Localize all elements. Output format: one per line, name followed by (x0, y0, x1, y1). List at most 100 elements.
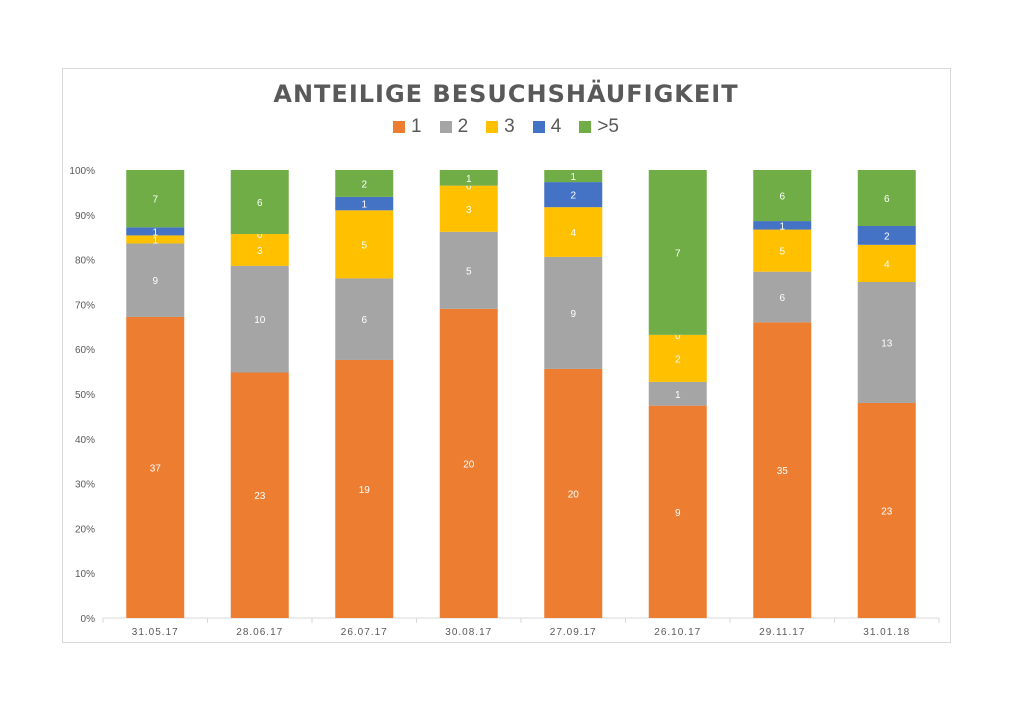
x-tick-label: 26.07.17 (341, 627, 388, 638)
bar-segment-3 (335, 210, 394, 279)
data-label: 35 (777, 466, 789, 477)
legend-swatch (393, 121, 405, 133)
data-label: 23 (254, 491, 266, 502)
data-label: 7 (152, 195, 158, 206)
bar-segment-4 (753, 221, 812, 230)
y-tick-label: 60% (75, 345, 95, 356)
data-label: 1 (675, 390, 681, 401)
bar-segment-5 (857, 170, 916, 226)
bar-segment-1 (230, 372, 289, 618)
data-label: 6 (779, 192, 785, 203)
data-label: 2 (361, 179, 367, 190)
y-tick-label: 50% (75, 390, 95, 401)
bar-segment-4 (126, 227, 185, 236)
y-tick-label: 40% (75, 435, 95, 446)
y-tick-label: 30% (75, 480, 95, 491)
legend-item-1: 1 (393, 116, 422, 138)
x-tick-label: 31.01.18 (863, 627, 910, 638)
bar-segment-2 (335, 278, 394, 360)
legend-swatch (439, 121, 452, 133)
bar-segment-1 (439, 308, 498, 618)
bar-segment-2 (857, 282, 916, 403)
bar-segment-1 (857, 402, 916, 618)
legend-label: >5 (597, 116, 619, 137)
data-label: 1 (361, 200, 367, 211)
x-tick-label: 28.06.17 (236, 627, 283, 638)
data-label: 4 (884, 259, 890, 270)
legend-swatch (579, 121, 592, 133)
bar-segment-3 (857, 244, 916, 282)
legend-label: 3 (504, 116, 515, 137)
data-label: 2 (675, 354, 681, 365)
data-label: 9 (152, 276, 158, 287)
legend-item-3: 3 (486, 116, 515, 138)
legend-label: 4 (550, 116, 562, 137)
data-label: 19 (359, 485, 371, 496)
x-tick-label: 29.11.17 (759, 627, 805, 638)
data-label: 20 (568, 489, 580, 500)
bar-segment-3 (230, 234, 289, 266)
data-label: 6 (257, 198, 263, 209)
data-label: 5 (779, 247, 785, 258)
data-label: 5 (466, 266, 472, 277)
bar-segment-4 (335, 196, 394, 211)
data-label: 1 (152, 235, 158, 246)
bar-segment-5 (335, 170, 394, 197)
bar-segment-1 (648, 405, 707, 618)
y-tick-label: 70% (75, 300, 95, 311)
data-label: 1 (779, 221, 785, 232)
x-tick-label: 30.08.17 (445, 627, 492, 638)
legend-label: 1 (411, 116, 422, 137)
chart-title: ANTEILIGE BESUCHSHÄUFIGKEIT (273, 80, 739, 108)
bar-segment-1 (753, 322, 812, 618)
data-label: 0 (257, 230, 263, 241)
bar-segment-3 (544, 207, 603, 257)
data-label: 9 (570, 309, 576, 320)
data-label: 6 (779, 293, 785, 304)
bar-segment-4 (544, 182, 603, 208)
bar-segment-2 (753, 271, 812, 323)
bar-segment-3 (753, 229, 812, 272)
bar-segment-1 (335, 359, 394, 618)
bar-segment-3 (439, 185, 498, 232)
x-tick-label: 26.10.17 (654, 627, 701, 638)
data-label: 1 (466, 174, 472, 185)
data-label: 23 (881, 506, 893, 517)
y-tick-label: 100% (69, 166, 95, 177)
bar-segment-1 (126, 316, 185, 618)
y-tick-label: 10% (75, 569, 95, 580)
data-label: 6 (361, 315, 367, 326)
y-tick-label: 90% (75, 211, 95, 222)
bar-segment-2 (230, 265, 289, 373)
bar-segment-2 (439, 231, 498, 309)
legend: 1 2 3 4 >5 (0, 116, 1012, 138)
data-label: 0 (466, 182, 472, 193)
data-label: 3 (257, 246, 263, 257)
legend-label: 2 (457, 116, 469, 137)
data-label: 4 (570, 228, 576, 239)
bar-segment-2 (544, 256, 603, 369)
legend-swatch (532, 121, 545, 133)
bar-segment-3 (126, 235, 185, 244)
bar-segment-2 (648, 381, 707, 406)
bar-segment-4 (857, 226, 916, 245)
bar-segment-5 (439, 170, 498, 186)
data-label: 2 (884, 231, 890, 242)
data-label: 7 (675, 248, 681, 259)
data-label: 3 (466, 205, 472, 216)
legend-item-4: 4 (532, 116, 562, 138)
data-label: 37 (150, 463, 162, 474)
data-label: 20 (463, 459, 475, 470)
data-label: 13 (881, 338, 893, 349)
data-label: 6 (884, 194, 890, 205)
bar-segment-1 (544, 368, 603, 618)
y-tick-label: 0% (81, 614, 96, 625)
data-label: 5 (361, 240, 367, 251)
legend-swatch (486, 121, 499, 133)
bar-segment-2 (126, 243, 185, 317)
data-label: 1 (152, 227, 158, 238)
data-label: 1 (570, 172, 576, 183)
bar-segment-5 (126, 170, 185, 228)
bar-segment-5 (648, 170, 707, 335)
